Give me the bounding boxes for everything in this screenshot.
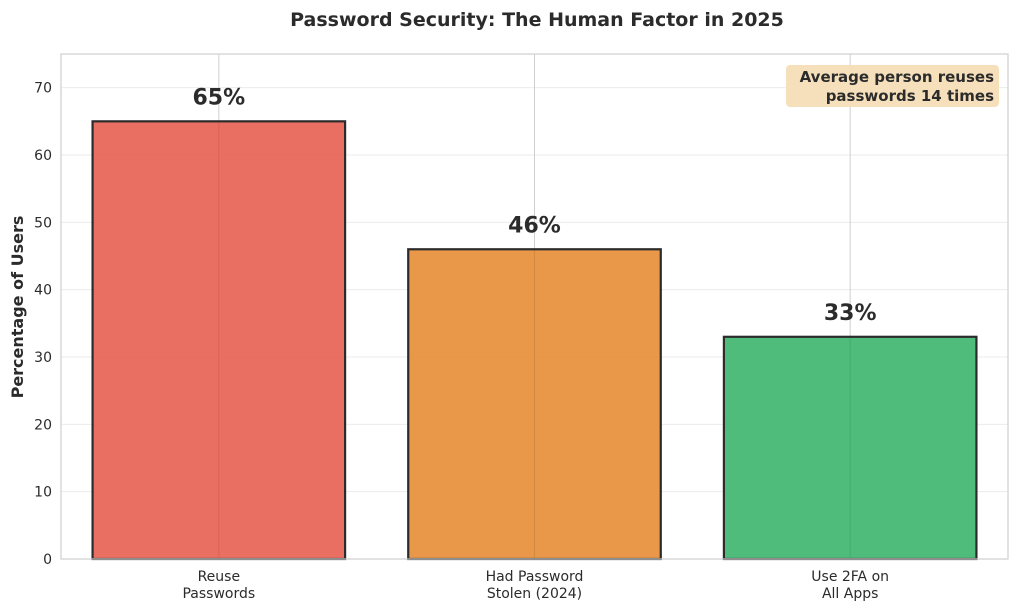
annotation-text: Average person reuses — [800, 68, 994, 86]
annotation-text: passwords 14 times — [826, 87, 994, 105]
y-tick-label: 70 — [34, 81, 52, 97]
y-tick-label: 10 — [34, 485, 52, 501]
bar — [91, 120, 347, 561]
axes-frame — [60, 53, 1009, 560]
chart-title: Password Security: The Human Factor in 2… — [290, 9, 784, 31]
data-label: 33% — [824, 301, 877, 326]
annotation-box — [786, 65, 999, 107]
data-label: 65% — [192, 85, 245, 110]
x-tick-label: Stolen (2024) — [487, 586, 582, 602]
y-tick-label: 30 — [34, 350, 52, 366]
x-tick-label: Reuse — [198, 569, 241, 585]
bar — [722, 335, 978, 561]
bar — [407, 248, 662, 561]
x-tick-label: Passwords — [182, 586, 255, 602]
y-tick-label: 20 — [34, 417, 52, 433]
x-tick-label: Had Password — [486, 569, 584, 585]
y-tick-label: 60 — [34, 148, 52, 164]
y-tick-label: 50 — [34, 215, 52, 231]
y-tick-label: 40 — [34, 283, 52, 299]
data-label: 46% — [508, 213, 561, 238]
x-tick-label: Use 2FA on — [811, 569, 889, 585]
x-tick-label: All Apps — [822, 586, 878, 602]
y-axis-label: Percentage of Users — [8, 216, 27, 399]
y-tick-label: 0 — [43, 552, 52, 568]
